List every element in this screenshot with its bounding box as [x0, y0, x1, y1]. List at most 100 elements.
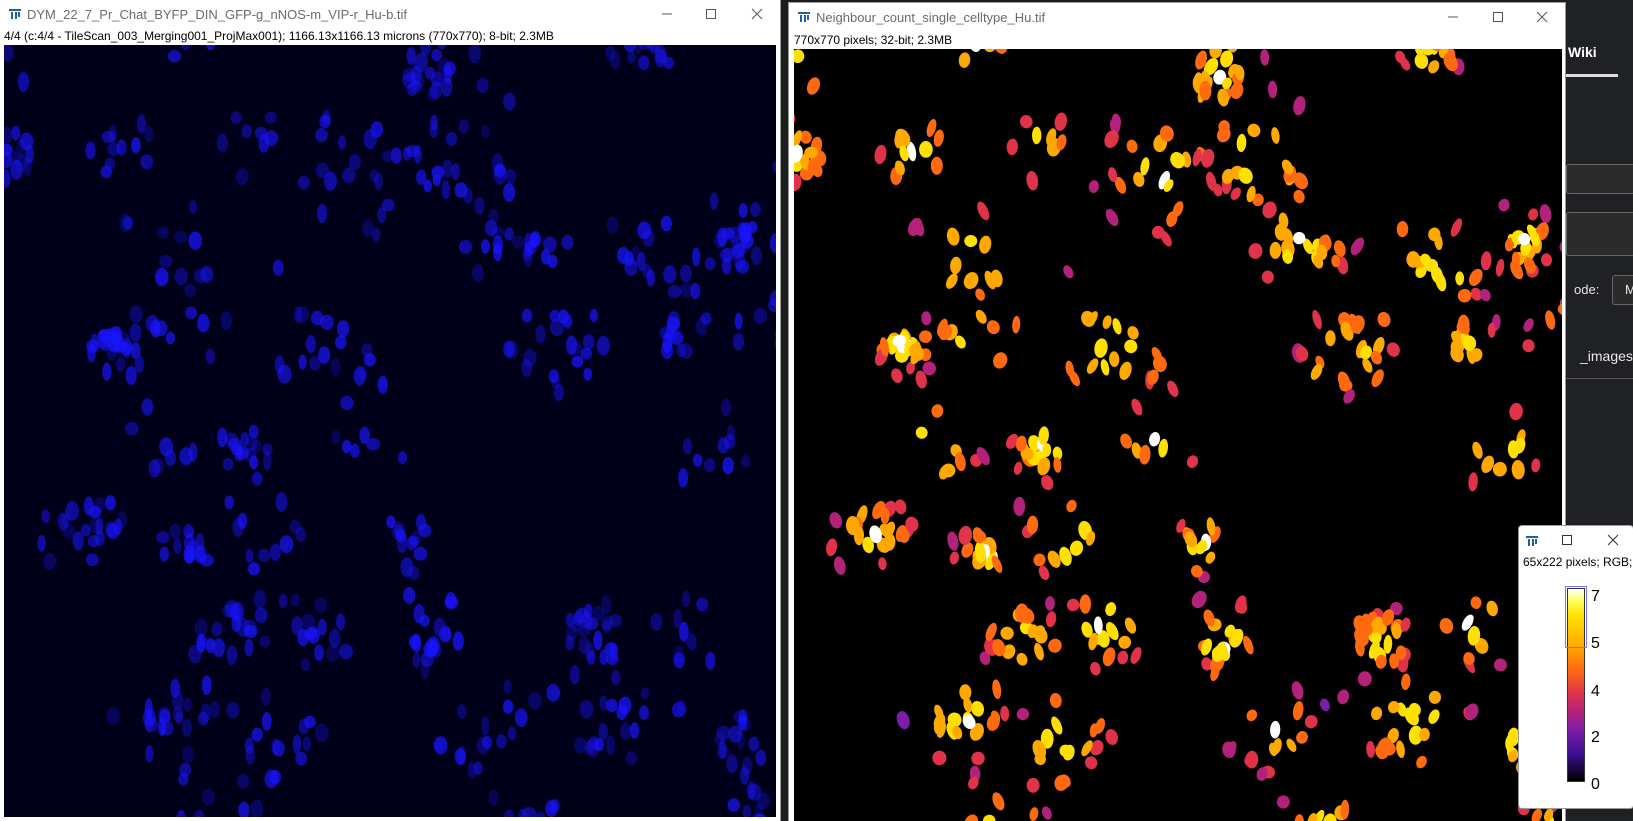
nucleus [250, 799, 264, 817]
nucleus [458, 119, 469, 134]
nucleus [522, 308, 533, 323]
nucleus [200, 266, 214, 283]
nucleus [331, 430, 341, 444]
nucleus [755, 749, 767, 766]
cell-label [1041, 475, 1054, 491]
close-button[interactable] [1591, 526, 1633, 554]
nucleus [565, 613, 576, 627]
nucleus [314, 597, 328, 613]
nucleus [362, 219, 374, 237]
cell-label [1350, 315, 1365, 334]
cell-label [1184, 531, 1198, 548]
nucleus [709, 192, 719, 211]
nucleus [236, 168, 249, 186]
cell-label [1210, 665, 1220, 682]
nucleus [205, 348, 215, 365]
nucleus [606, 698, 618, 713]
close-button[interactable] [1519, 3, 1565, 31]
cell-label [921, 311, 932, 326]
mode-dropdown-value: M [1625, 282, 1633, 297]
nucleus [119, 213, 132, 233]
cell-label [1052, 446, 1063, 461]
cell-label [1396, 702, 1407, 717]
labelled-cells-image [794, 49, 1562, 821]
cell-label [971, 700, 985, 717]
cell-label [1045, 611, 1057, 628]
maximize-button[interactable] [1545, 526, 1589, 554]
nucleus [704, 257, 716, 271]
cell-label [990, 710, 1001, 724]
window-titlebar[interactable]: Neighbour_count_single_celltype_Hu.tif [789, 3, 1565, 31]
image-window-neighbour-count[interactable]: Neighbour_count_single_celltype_Hu.tif 7… [789, 3, 1565, 821]
nucleus [377, 207, 387, 224]
cell-label [1166, 211, 1178, 227]
nucleus [695, 316, 708, 336]
cell-label [1105, 602, 1117, 617]
nucleus [155, 267, 169, 287]
calibration-bar-window[interactable]: 65x222 pixels; RGB; 7 5 4 2 0 [1519, 526, 1633, 808]
cell-label [977, 201, 990, 221]
nucleus [65, 501, 79, 521]
cell-label [1102, 315, 1112, 329]
background-divider [1566, 378, 1633, 379]
cell-label [1467, 625, 1481, 646]
nucleus [413, 145, 422, 164]
neighbour-count-image[interactable] [794, 49, 1562, 821]
nucleus [579, 700, 594, 719]
background-field-text: _images [1580, 348, 1633, 364]
cell-label [1105, 729, 1118, 745]
cell-label [1420, 253, 1432, 266]
nucleus [329, 628, 341, 648]
nucleus [4, 143, 13, 156]
cell-label [952, 725, 963, 740]
nucleus [170, 678, 181, 698]
maximize-button[interactable] [1475, 3, 1521, 31]
nucleus [245, 549, 254, 563]
nucleus [291, 616, 303, 636]
nucleus [565, 635, 575, 651]
hu-fluorescence-image[interactable] [4, 45, 776, 817]
nucleus [639, 705, 649, 721]
nucleus [480, 239, 490, 254]
nucleus [178, 772, 189, 786]
nucleus [150, 319, 161, 338]
nucleus [306, 335, 316, 354]
cell-label [1119, 361, 1132, 380]
nucleus [549, 309, 560, 322]
wiki-tab[interactable]: Wiki [1568, 44, 1597, 60]
nucleus [335, 335, 347, 350]
cell-label [1246, 709, 1258, 722]
nucleus [566, 335, 577, 355]
nucleus [640, 687, 650, 700]
nucleus [412, 652, 421, 668]
cell-label [1235, 599, 1248, 614]
minimize-button[interactable] [644, 0, 690, 28]
nucleus [714, 232, 726, 249]
nucleus [335, 613, 346, 631]
nucleus [156, 531, 170, 544]
nucleus [718, 739, 727, 760]
cell-label [1026, 777, 1040, 793]
maximize-button[interactable] [688, 0, 734, 28]
cell-label [919, 141, 933, 158]
nucleus [72, 531, 84, 551]
cell-label [1406, 251, 1421, 268]
nucleus [249, 455, 259, 470]
scale-label-5: 5 [1591, 635, 1600, 652]
mode-dropdown[interactable]: M [1612, 275, 1633, 305]
nucleus [728, 226, 741, 244]
image-window-hu-channel[interactable]: DYM_22_7_Pr_Chat_BYFP_DIN_GFP-g_nNOS-m_V… [0, 0, 780, 821]
cell-label [1372, 336, 1385, 356]
close-button[interactable] [734, 0, 780, 28]
nucleus [395, 528, 407, 543]
cell-label [962, 714, 976, 729]
cell-label [1455, 271, 1465, 286]
cell-label [1100, 359, 1110, 376]
minimize-button[interactable] [1430, 3, 1476, 31]
image-info-line: 4/4 (c:4/4 - TileScan_003_Merging001_Pro… [4, 29, 554, 43]
nucleus [599, 695, 608, 711]
window-titlebar[interactable]: DYM_22_7_Pr_Chat_BYFP_DIN_GFP-g_nNOS-m_V… [0, 0, 780, 28]
nucleus [529, 231, 541, 247]
nucleus [25, 144, 34, 164]
cell-label [992, 679, 1002, 700]
